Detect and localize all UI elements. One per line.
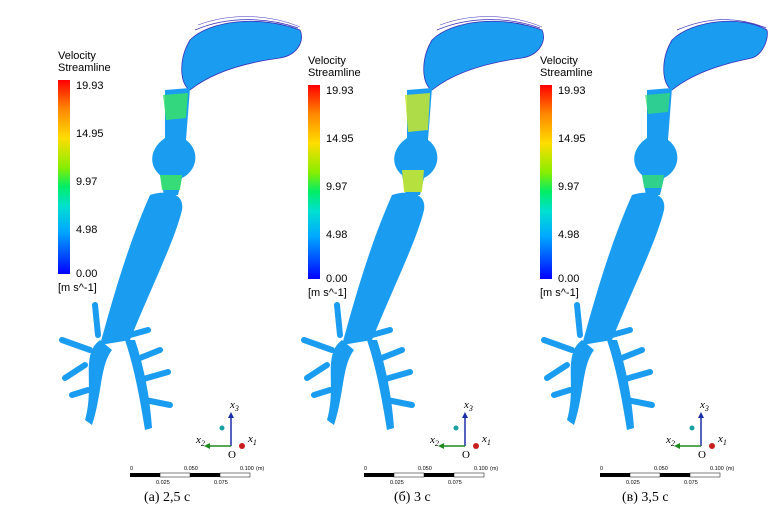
axis-x2-label: x: [430, 434, 435, 446]
legend-tick: 14.95: [76, 128, 104, 140]
legend-colorbar: [58, 80, 70, 274]
scale-bar: 0 0.050 0.100 (m) 0.025 0.075: [130, 466, 264, 486]
svg-text:0.075: 0.075: [684, 480, 698, 486]
svg-text:x3: x3: [463, 399, 473, 413]
legend-tick: 9.97: [326, 181, 348, 193]
airway-model-b: [301, 16, 544, 430]
legend-tick: 14.95: [558, 133, 586, 145]
svg-text:0: 0: [600, 466, 603, 472]
svg-text:0.025: 0.025: [626, 480, 640, 486]
legend-tick: 9.97: [558, 181, 580, 193]
svg-text:0.100: 0.100: [240, 466, 254, 472]
legend-tick: 0.00: [558, 273, 580, 285]
svg-text:0.050: 0.050: [184, 466, 198, 472]
legend-tick: 9.97: [76, 176, 98, 188]
coordinate-axes: x3 x1 x2 O: [196, 399, 257, 458]
svg-text:x1: x1: [481, 433, 491, 447]
axis-x3-label: x: [699, 399, 705, 411]
axis-x3-label: x: [229, 399, 235, 411]
scale-bar: 0 0.050 0.100 (m) 0.025 0.075: [600, 466, 734, 486]
svg-text:0.100: 0.100: [474, 466, 488, 472]
panel-b: Velocity Streamline 19.93 14.95 9.97 4.9…: [300, 0, 550, 511]
svg-text:x2: x2: [666, 434, 675, 448]
axis-x3-sub: 3: [704, 404, 709, 413]
svg-text:(m): (m): [726, 466, 734, 472]
svg-text:x3: x3: [699, 399, 709, 413]
axis-x2-sub: 2: [201, 439, 205, 448]
axis-origin: O: [462, 449, 470, 458]
svg-text:x2: x2: [430, 434, 439, 448]
axis-x2-sub: 2: [435, 439, 439, 448]
caption-b: (б) 3 с: [394, 490, 431, 505]
axis-x2-sub: 2: [671, 439, 675, 448]
legend-colorbar: [540, 85, 552, 279]
coordinate-axes: x3 x1 x2 O: [430, 399, 491, 458]
axis-x1-sub: 1: [487, 438, 491, 447]
svg-text:x3: x3: [229, 399, 239, 413]
svg-text:0.075: 0.075: [448, 480, 462, 486]
legend-unit: [m s^-1]: [58, 282, 97, 294]
legend-unit: [m s^-1]: [308, 287, 347, 299]
scale-bar: 0 0.050 0.100 (m) 0.025 0.075: [364, 466, 498, 486]
airway-model-a: [59, 16, 302, 430]
legend-tick: 4.98: [558, 229, 580, 241]
axis-x1-sub: 1: [253, 438, 257, 447]
caption-a: (а) 2,5 с: [144, 490, 191, 505]
caption-c: (в) 3,5 с: [622, 490, 669, 505]
velocity-legend: Velocity Streamline 19.93 14.95 9.97 4.9…: [58, 50, 168, 300]
legend-tick: 19.93: [326, 85, 354, 97]
svg-text:(m): (m): [490, 466, 498, 472]
legend-tick: 19.93: [558, 85, 586, 97]
axis-x1-label: x: [481, 433, 487, 445]
legend-tick: 4.98: [326, 229, 348, 241]
legend-tick: 14.95: [326, 133, 354, 145]
coordinate-axes: x3 x1 x2 O: [666, 399, 727, 458]
svg-text:0.075: 0.075: [214, 480, 228, 486]
legend-unit: [m s^-1]: [540, 287, 579, 299]
airway-model-c: [541, 19, 768, 430]
svg-text:0.050: 0.050: [418, 466, 432, 472]
velocity-legend: Velocity Streamline 19.93 14.95 9.97 4.9…: [540, 55, 650, 305]
svg-text:x1: x1: [717, 433, 727, 447]
svg-text:0: 0: [130, 466, 133, 472]
svg-text:0.050: 0.050: [654, 466, 668, 472]
axis-x2-label: x: [196, 434, 201, 446]
legend-tick: 0.00: [326, 273, 348, 285]
legend-tick: 4.98: [76, 224, 98, 236]
axis-origin: O: [228, 449, 236, 458]
svg-text:0: 0: [364, 466, 367, 472]
legend-tick: 19.93: [76, 80, 104, 92]
axis-x1-label: x: [717, 433, 723, 445]
velocity-legend: Velocity Streamline 19.93 14.95 9.97 4.9…: [308, 55, 418, 305]
panel-c: Velocity Streamline 19.93 14.95 9.97 4.9…: [540, 0, 769, 511]
axis-x3-sub: 3: [234, 404, 239, 413]
axis-x2-label: x: [666, 434, 671, 446]
svg-text:0.100: 0.100: [710, 466, 724, 472]
legend-tick: 0.00: [76, 268, 98, 280]
axis-x1-sub: 1: [723, 438, 727, 447]
legend-title: Velocity Streamline: [58, 50, 111, 74]
axis-origin: O: [698, 449, 706, 458]
legend-colorbar: [308, 85, 320, 279]
axis-x3-sub: 3: [468, 404, 473, 413]
svg-text:0.025: 0.025: [390, 480, 404, 486]
svg-text:x2: x2: [196, 434, 205, 448]
legend-title: Velocity Streamline: [308, 55, 361, 79]
svg-text:(m): (m): [256, 466, 264, 472]
axis-x3-label: x: [463, 399, 469, 411]
axis-x1-label: x: [247, 433, 253, 445]
svg-text:0.025: 0.025: [156, 480, 170, 486]
svg-text:x1: x1: [247, 433, 257, 447]
legend-title: Velocity Streamline: [540, 55, 593, 79]
panel-a: Velocity Streamline 19.93 14.95 9.97 4.9…: [58, 0, 308, 511]
